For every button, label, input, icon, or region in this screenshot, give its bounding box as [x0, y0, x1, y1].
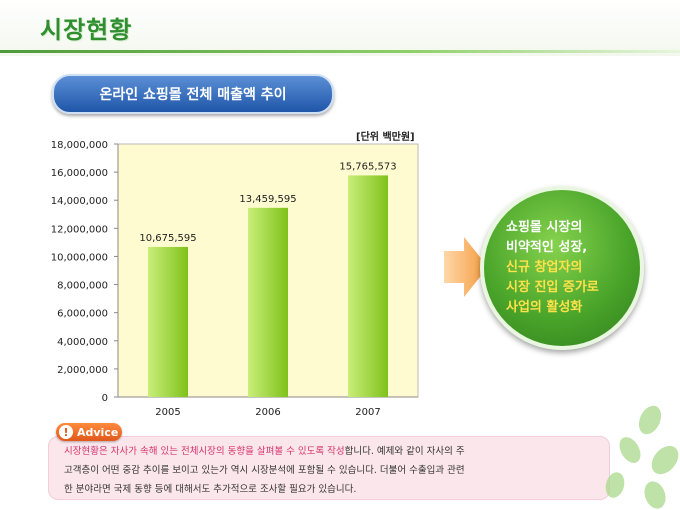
y-tick-label: 10,000,000 — [51, 252, 108, 263]
callout-line: 신규 창업자의 — [506, 260, 583, 275]
page-title: 시장현황 — [40, 16, 133, 44]
callout-line: 사업의 활성화 — [506, 300, 583, 315]
callout-line: 비약적인 성장, — [506, 240, 588, 255]
subtitle-text: 온라인 쇼핑몰 전체 매출액 추이 — [99, 87, 287, 103]
callout-line: 시장 진입 증가로 — [506, 280, 599, 295]
header-bar — [0, 0, 680, 56]
advice-line2: 고객층이 어떤 중감 추이를 보이고 있는가 역시 시장분석에 포함될 수 있습… — [64, 465, 465, 476]
x-tick-label: 2005 — [155, 407, 180, 418]
y-tick-label: 4,000,000 — [57, 337, 108, 348]
title-divider — [0, 50, 680, 53]
y-tick-label: 14,000,000 — [51, 196, 108, 207]
y-tick-label: 16,000,000 — [51, 168, 108, 179]
advice-line1-rest: 합니다. 예제와 같이 자사의 주 — [344, 446, 465, 457]
y-tick-label: 0 — [102, 393, 108, 404]
exclamation-icon: ! — [59, 425, 73, 439]
summary-callout: 쇼핑몰 시장의 비약적인 성장, 신규 창업자의 시장 진입 증가로 사업의 활… — [480, 186, 644, 350]
unit-label: [단위 백만원] — [356, 132, 415, 143]
bar-value-label: 13,459,595 — [239, 194, 296, 205]
bar — [248, 207, 288, 397]
y-tick-label: 2,000,000 — [57, 365, 108, 376]
x-tick-label: 2007 — [355, 407, 380, 418]
y-tick-label: 8,000,000 — [57, 281, 108, 292]
advice-box — [48, 436, 610, 500]
bar — [348, 175, 388, 397]
advice-highlight: 시장현황은 자사가 속해 있는 전체시장의 동향을 살펴볼 수 있도록 작성 — [64, 446, 345, 457]
bar-value-label: 10,675,595 — [139, 233, 196, 244]
advice-badge-label: Advice — [77, 425, 119, 439]
y-tick-label: 18,000,000 — [51, 140, 108, 151]
bar — [148, 246, 188, 397]
y-tick-label: 6,000,000 — [57, 309, 108, 320]
advice-line3: 한 분야라면 국제 동향 등에 대해서도 추가적으로 조사할 필요가 있습니다. — [64, 484, 357, 495]
y-tick-label: 12,000,000 — [51, 224, 108, 235]
section-subtitle: 온라인 쇼핑몰 전체 매출액 추이 — [52, 74, 334, 114]
arrow-right-icon — [444, 237, 488, 297]
advice-text: 시장현황은 자사가 속해 있는 전체시장의 동향을 살펴볼 수 있도록 작성합니… — [64, 442, 604, 499]
advice-badge: ! Advice — [56, 423, 122, 441]
leaf-decoration — [605, 405, 679, 509]
bar-value-label: 15,765,573 — [339, 161, 396, 172]
callout-line: 쇼핑몰 시장의 — [506, 220, 583, 235]
x-tick-label: 2006 — [255, 407, 280, 418]
